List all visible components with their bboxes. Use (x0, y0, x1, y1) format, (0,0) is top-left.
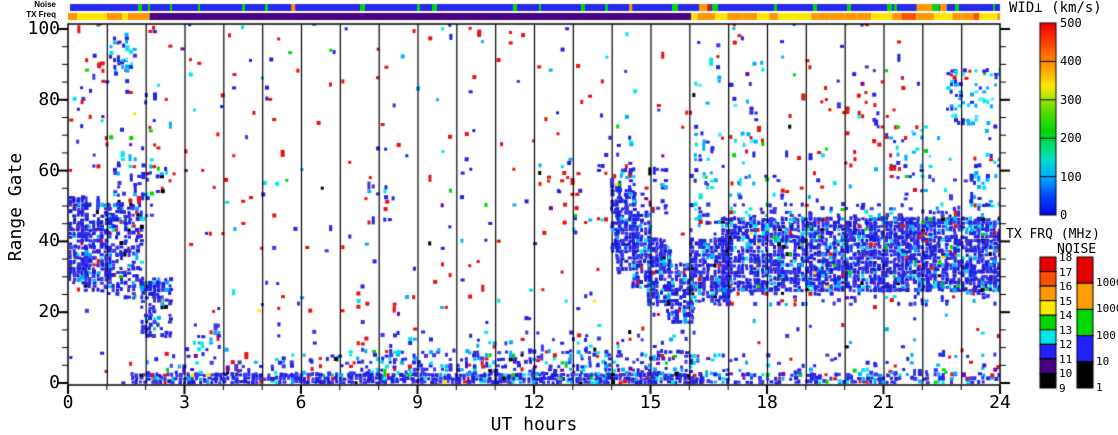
txfrq-tick-label: 10 (1059, 367, 1073, 381)
noise-tick-label: 10000 (1096, 276, 1118, 290)
x-tick-label: 0 (62, 392, 74, 413)
noise-bar-label: Noise (34, 0, 56, 9)
wid-tick-label: 500 (1060, 16, 1082, 30)
noise-tick-label: 1 (1096, 381, 1103, 394)
txfrq-tick-label: 18 (1059, 251, 1073, 264)
x-tick-label: 3 (179, 392, 190, 413)
txfrq-tick-label: 17 (1059, 265, 1073, 279)
txfrq-tick-label: 9 (1059, 382, 1066, 395)
x-tick-label: 12 (523, 392, 545, 413)
wid-tick-label: 400 (1060, 54, 1082, 69)
txfrq-tick-label: 13 (1059, 323, 1073, 337)
x-tick-label: 6 (295, 392, 307, 413)
wid-tick-label: 100 (1060, 169, 1082, 184)
txfreq-bar-label: TX Freq (26, 10, 56, 19)
txfrq-tick-label: 12 (1059, 338, 1073, 352)
txfrq-tick-label: 16 (1059, 280, 1073, 294)
y-tick-label: 0 (49, 372, 60, 393)
noise-legend-title: NOISE (1057, 242, 1097, 257)
y-tick-label: 20 (38, 301, 60, 323)
txfrq-tick-label: 14 (1059, 309, 1073, 323)
wid-tick-label: 0 (1060, 208, 1068, 222)
x-tick-label: 21 (872, 392, 895, 413)
x-tick-label: 18 (756, 392, 778, 413)
noise-tick-label: 10 (1096, 354, 1110, 368)
y-tick-label: 100 (27, 18, 60, 39)
x-tick-label: 9 (412, 392, 423, 413)
wid-legend-title: WID⊥ (km/s) (1009, 0, 1102, 16)
wid-tick-label: 200 (1060, 131, 1082, 146)
y-tick-label: 40 (38, 230, 60, 252)
txfrq-tick-label: 15 (1059, 294, 1073, 308)
txfrq-legend-title: TX FRQ (MHz) (1006, 227, 1100, 242)
wid-tick-label: 300 (1060, 92, 1082, 107)
x-axis-title: UT hours (490, 414, 578, 435)
x-tick-label: 24 (989, 392, 1011, 413)
x-tick-label: 15 (639, 392, 662, 413)
y-tick-label: 80 (38, 88, 60, 110)
txfrq-tick-label: 11 (1059, 352, 1073, 366)
noise-tick-label: 100 (1096, 328, 1116, 342)
y-tick-label: 60 (38, 159, 60, 181)
